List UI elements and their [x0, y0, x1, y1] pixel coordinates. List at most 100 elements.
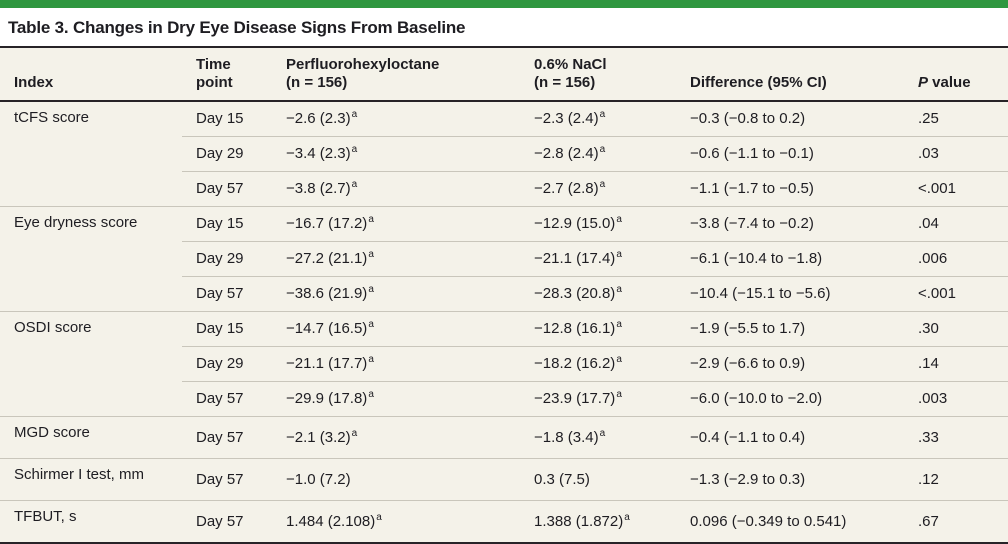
- footnote-marker: a: [351, 179, 358, 191]
- cell-perfluorohexyloctane: −1.0 (7.2): [272, 457, 520, 501]
- cell-time-point: Day 57: [182, 170, 272, 207]
- footnote-marker: a: [351, 144, 358, 156]
- cell-difference: −1.1 (−1.7 to −0.5): [676, 170, 904, 207]
- footnote-marker: a: [616, 284, 622, 296]
- footnote-marker: a: [616, 389, 622, 401]
- footnote-marker: a: [599, 144, 606, 156]
- table-row: TFBUT, s Day 57 1.484 (2.108)a 1.388 (1.872…: [0, 499, 1008, 543]
- table-body: tCFS score Day 15 −2.6 (2.3)a −2.3 (2.4)a −0…: [0, 100, 1008, 543]
- row-index-label: TFBUT, s: [0, 499, 182, 543]
- cell-time-point: Day 29: [182, 240, 272, 277]
- cell-p-value: .006: [904, 240, 1008, 277]
- column-header-time-point: Time point: [196, 56, 233, 92]
- table-row: Day 57 −29.9 (17.8)a −23.9 (17.7)a −6.0 (−1…: [0, 380, 1008, 417]
- cell-time-point: Day 57: [182, 275, 272, 312]
- cell-p-value: .03: [904, 135, 1008, 172]
- cell-nacl: −23.9 (17.7)a: [520, 380, 676, 417]
- cell-nacl: 1.388 (1.872)a: [520, 499, 676, 543]
- cell-perfluorohexyloctane: −21.1 (17.7)a: [272, 345, 520, 382]
- cell-time-point: Day 15: [182, 100, 272, 137]
- cell-p-value: .003: [904, 380, 1008, 417]
- footnote-marker: a: [351, 427, 358, 439]
- cell-time-point: Day 57: [182, 415, 272, 459]
- cell-difference: −1.9 (−5.5 to 1.7): [676, 310, 904, 347]
- cell-perfluorohexyloctane: −2.6 (2.3)a: [272, 100, 520, 137]
- cell-p-value: .04: [904, 205, 1008, 242]
- footnote-marker: a: [624, 511, 630, 523]
- cell-time-point: Day 57: [182, 499, 272, 543]
- cell-perfluorohexyloctane: 1.484 (2.108)a: [272, 499, 520, 543]
- cell-difference: −0.4 (−1.1 to 0.4): [676, 415, 904, 459]
- table-row: Day 29 −21.1 (17.7)a −18.2 (16.2)a −2.9 (−6…: [0, 345, 1008, 382]
- cell-perfluorohexyloctane: −38.6 (21.9)a: [272, 275, 520, 312]
- table-row: Schirmer I test, mm Day 57 −1.0 (7.2) 0.3 (…: [0, 457, 1008, 501]
- table-title: Table 3. Changes in Dry Eye Disease Sign…: [0, 8, 1008, 48]
- cell-p-value: .12: [904, 457, 1008, 501]
- cell-perfluorohexyloctane: −27.2 (21.1)a: [272, 240, 520, 277]
- table-row: Day 57 −3.8 (2.7)a −2.7 (2.8)a −1.1 (−1.7 t…: [0, 170, 1008, 207]
- footnote-marker: a: [368, 214, 374, 226]
- cell-nacl: −18.2 (16.2)a: [520, 345, 676, 382]
- table-row: MGD score Day 57 −2.1 (3.2)a −1.8 (3.4)a −0.…: [0, 415, 1008, 459]
- cell-time-point: Day 15: [182, 310, 272, 347]
- footnote-marker: a: [368, 354, 374, 366]
- table-row: Day 29 −3.4 (2.3)a −2.8 (2.4)a −0.6 (−1.1 t…: [0, 135, 1008, 172]
- column-header-pfh: Perfluorohexyloctane (n = 156): [286, 56, 440, 92]
- column-header-nacl: 0.6% NaCl (n = 156): [534, 56, 607, 92]
- cell-time-point: Day 57: [182, 380, 272, 417]
- cell-p-value: .25: [904, 100, 1008, 137]
- cell-difference: −6.0 (−10.0 to −2.0): [676, 380, 904, 417]
- cell-p-value: .33: [904, 415, 1008, 459]
- footnote-marker: a: [616, 319, 622, 331]
- journal-accent-bar: [0, 0, 1008, 8]
- cell-perfluorohexyloctane: −16.7 (17.2)a: [272, 205, 520, 242]
- cell-nacl: −12.9 (15.0)a: [520, 205, 676, 242]
- cell-difference: −2.9 (−6.6 to 0.9): [676, 345, 904, 382]
- footnote-marker: a: [616, 249, 622, 261]
- cell-time-point: Day 15: [182, 205, 272, 242]
- dry-eye-signs-table: Index Time point Perfluorohexyloctane (n = 1…: [0, 48, 1008, 544]
- table-row: OSDI score Day 15 −14.7 (16.5)a −12.8 (16.1…: [0, 310, 1008, 417]
- row-index-label: Schirmer I test, mm: [0, 457, 182, 501]
- cell-perfluorohexyloctane: −3.8 (2.7)a: [272, 170, 520, 207]
- footnote-marker: a: [351, 109, 358, 121]
- cell-perfluorohexyloctane: −2.1 (3.2)a: [272, 415, 520, 459]
- footnote-marker: a: [368, 319, 374, 331]
- cell-difference: −6.1 (−10.4 to −1.8): [676, 240, 904, 277]
- cell-time-point: Day 29: [182, 135, 272, 172]
- column-header-difference: Difference (95% CI): [690, 74, 827, 92]
- cell-perfluorohexyloctane: −14.7 (16.5)a: [272, 310, 520, 347]
- cell-nacl: −28.3 (20.8)a: [520, 275, 676, 312]
- cell-difference: 0.096 (−0.349 to 0.541): [676, 499, 904, 543]
- footnote-marker: a: [599, 179, 606, 191]
- column-header-p-value: P value: [918, 74, 971, 92]
- footnote-marker: a: [599, 109, 606, 121]
- cell-nacl: −12.8 (16.1)a: [520, 310, 676, 347]
- cell-p-value: <.001: [904, 170, 1008, 207]
- cell-time-point: Day 29: [182, 345, 272, 382]
- footnote-marker: a: [376, 511, 382, 523]
- footnote-marker: a: [616, 354, 622, 366]
- cell-perfluorohexyloctane: −29.9 (17.8)a: [272, 380, 520, 417]
- cell-nacl: −21.1 (17.4)a: [520, 240, 676, 277]
- footnote-marker: a: [599, 427, 606, 439]
- cell-difference: −3.8 (−7.4 to −0.2): [676, 205, 904, 242]
- table-header-row: Index Time point Perfluorohexyloctane (n = 1…: [0, 48, 1008, 101]
- row-index-label: Eye dryness score: [0, 205, 182, 312]
- cell-p-value: <.001: [904, 275, 1008, 312]
- cell-difference: −0.6 (−1.1 to −0.1): [676, 135, 904, 172]
- table-row: Day 57 −38.6 (21.9)a −28.3 (20.8)a −10.4 (−…: [0, 275, 1008, 312]
- cell-difference: −10.4 (−15.1 to −5.6): [676, 275, 904, 312]
- footnote-marker: a: [368, 389, 374, 401]
- footnote-marker: a: [368, 249, 374, 261]
- cell-nacl: −2.8 (2.4)a: [520, 135, 676, 172]
- cell-p-value: .67: [904, 499, 1008, 543]
- cell-p-value: .14: [904, 345, 1008, 382]
- table-row: Day 29 −27.2 (21.1)a −21.1 (17.4)a −6.1 (−1…: [0, 240, 1008, 277]
- cell-nacl: −1.8 (3.4)a: [520, 415, 676, 459]
- footnote-marker: a: [368, 284, 374, 296]
- cell-nacl: −2.3 (2.4)a: [520, 100, 676, 137]
- footnote-marker: a: [616, 214, 622, 226]
- cell-perfluorohexyloctane: −3.4 (2.3)a: [272, 135, 520, 172]
- cell-difference: −0.3 (−0.8 to 0.2): [676, 100, 904, 137]
